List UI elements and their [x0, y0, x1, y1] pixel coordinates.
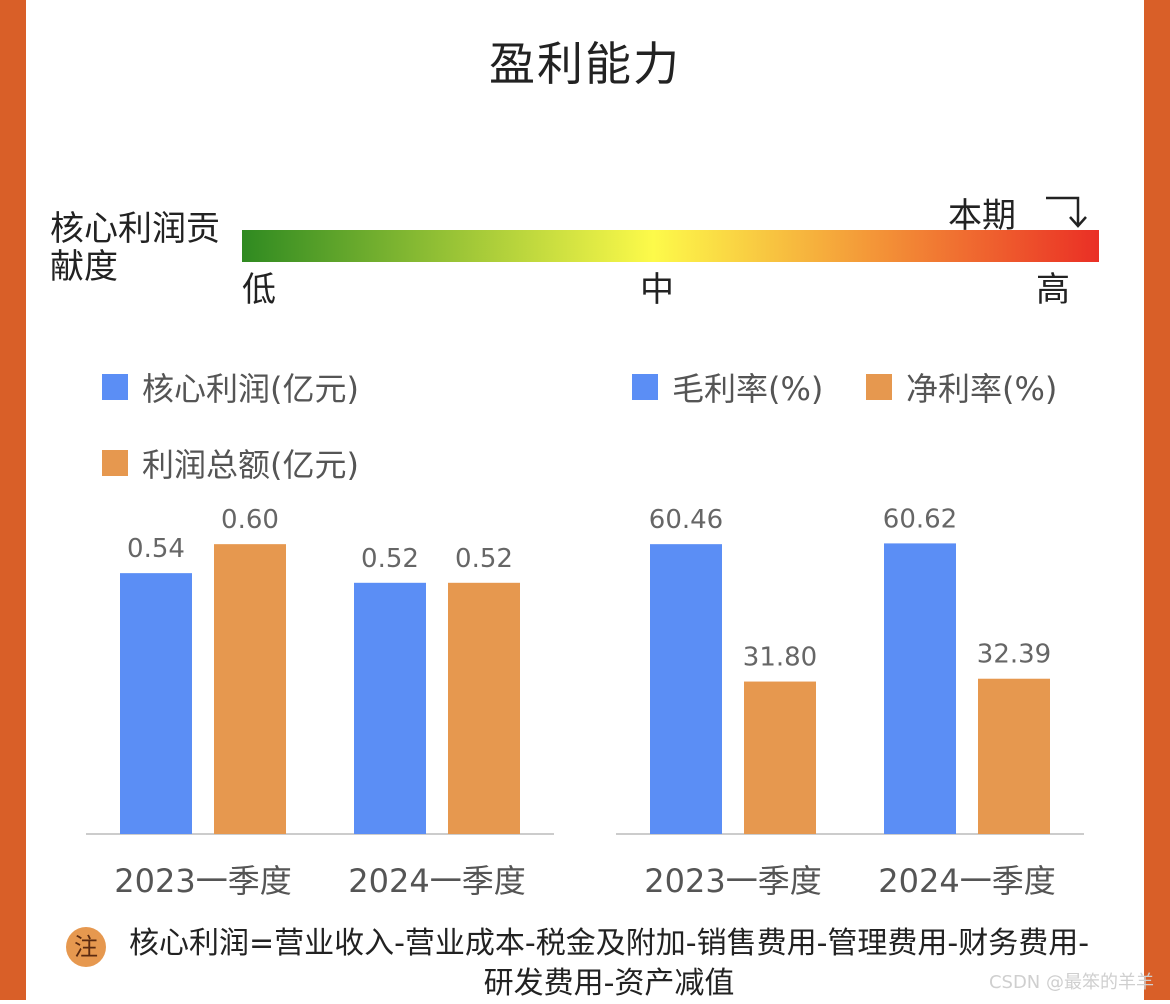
profit-amount-chart: 0.54 0.60 2023一季度 0.52 0.52 2024一季度	[86, 505, 554, 900]
x-tick-label: 2024一季度	[348, 862, 525, 900]
bar-series1-cat2	[354, 582, 426, 834]
bar-series1-cat1	[650, 544, 722, 834]
scale-mid-label: 中	[640, 270, 674, 310]
right-border	[1144, 0, 1170, 1000]
contribution-gradient-bar	[242, 230, 1099, 262]
watermark: CSDN @最笨的羊羊	[988, 972, 1154, 993]
legend-total-profit-text: 利润总额(亿元)	[142, 446, 359, 484]
legend-gross-margin: 毛利率(%)	[632, 364, 823, 410]
current-period-arrow-icon	[1046, 196, 1087, 228]
legend-net-margin-text: 净利率(%)	[906, 370, 1058, 408]
note-badge: 注	[66, 927, 106, 967]
x-tick-label: 2024一季度	[878, 862, 1055, 900]
legend-total-profit: 利润总额(亿元)	[102, 440, 359, 486]
scale-low-label: 低	[242, 270, 276, 310]
page-title: 盈利能力	[489, 37, 681, 91]
margin-rate-chart: 60.46 31.80 2023一季度 60.62 32.39 2024一季度	[616, 504, 1084, 900]
legend-swatch-orange	[102, 450, 128, 476]
bar-series1-cat1	[120, 573, 192, 834]
data-label: 0.52	[455, 544, 513, 574]
bar-series2-cat1	[214, 544, 286, 834]
contribution-label: 核心利润贡献度	[50, 209, 220, 287]
scale-high-label: 高	[1036, 270, 1070, 310]
data-label: 32.39	[977, 640, 1051, 670]
legend-swatch-blue	[632, 374, 658, 400]
data-label: 60.46	[649, 505, 723, 535]
legend-swatch-blue	[102, 374, 128, 400]
x-tick-label: 2023一季度	[114, 862, 291, 900]
data-label: 31.80	[743, 643, 817, 673]
left-border	[0, 0, 26, 1000]
data-label: 0.52	[361, 544, 419, 574]
legend-gross-margin-text: 毛利率(%)	[672, 370, 824, 408]
legend-net-margin: 净利率(%)	[866, 364, 1057, 410]
current-period-label: 本期	[948, 196, 1016, 236]
data-label: 0.54	[127, 534, 185, 564]
legend-swatch-orange	[866, 374, 892, 400]
bar-series2-cat2	[978, 678, 1050, 834]
data-label: 60.62	[883, 504, 957, 534]
legend-core-profit: 核心利润(亿元)	[102, 364, 359, 410]
x-tick-label: 2023一季度	[644, 862, 821, 900]
bar-series2-cat1	[744, 681, 816, 834]
bar-series1-cat2	[884, 543, 956, 834]
bar-series2-cat2	[448, 582, 520, 834]
note-text: 核心利润=营业收入-营业成本-税金及附加-销售费用-管理费用-财务费用-研发费用…	[128, 926, 1090, 1001]
legend-core-profit-text: 核心利润(亿元)	[142, 370, 359, 408]
data-label: 0.60	[221, 505, 279, 535]
